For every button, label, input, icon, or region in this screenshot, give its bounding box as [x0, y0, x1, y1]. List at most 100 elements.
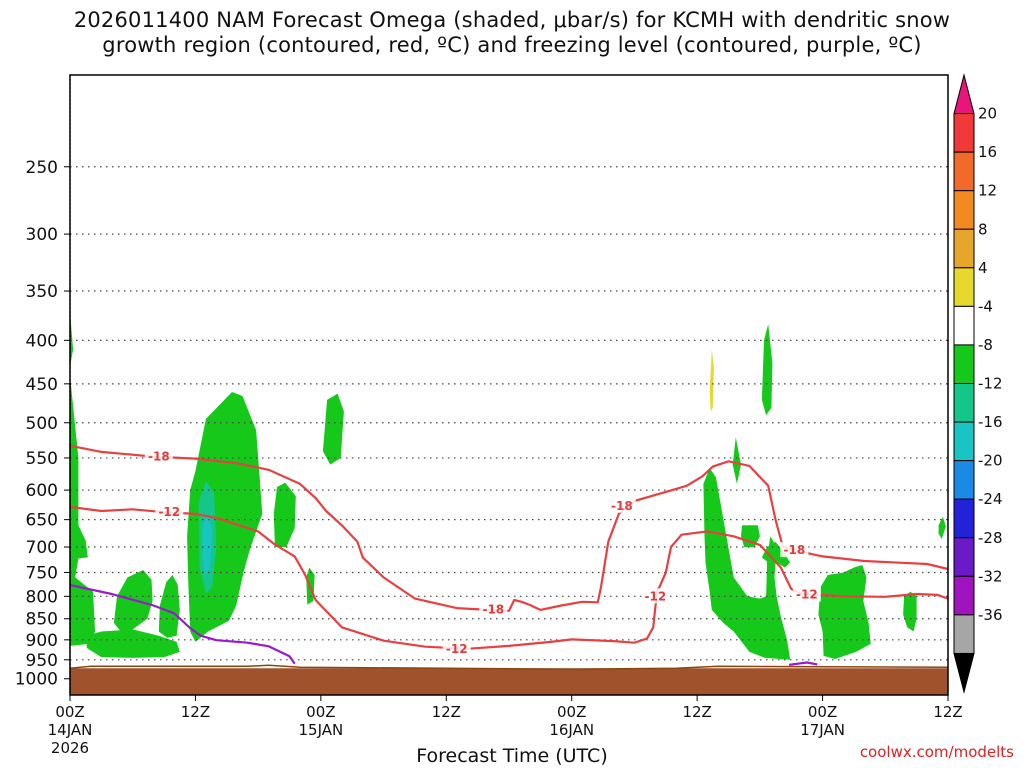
- omega-shade-1: [70, 375, 96, 646]
- terrain-fill: [70, 668, 948, 695]
- x-tick-label-72: 00Z: [808, 703, 837, 721]
- y-tick-label-650: 650: [26, 511, 58, 531]
- colorbar-label-10: -24: [978, 490, 1003, 508]
- colorbar-bottom-triangle: [953, 652, 975, 694]
- credit-link[interactable]: coolwx.com/modelts: [859, 743, 1014, 761]
- y-tick-label-250: 250: [26, 158, 58, 178]
- contour-label-bg-6: [780, 542, 809, 558]
- colorbar-bin-6: [953, 305, 975, 346]
- colorbar-bin-5: [953, 267, 975, 307]
- colorbar-label-0: 20: [978, 105, 997, 123]
- contour-label-bg-1: [155, 504, 184, 520]
- colorbar-bin-10: [953, 460, 975, 500]
- contour-label-bg-7: [792, 586, 821, 602]
- omega-shade-10: [741, 525, 760, 547]
- omega-shade-4: [158, 575, 180, 638]
- colorbar-bin-2: [953, 151, 975, 192]
- omega-shade-6: [273, 482, 296, 547]
- contour-label-4: -18: [611, 499, 633, 513]
- terrain-top: [69, 664, 949, 671]
- colorbar-label-11: -28: [978, 529, 1003, 547]
- contour-line-3: [788, 661, 818, 666]
- colorbar-label-6: -8: [978, 336, 993, 354]
- y-tick-label-500: 500: [26, 414, 58, 434]
- contour-label-0: -18: [148, 450, 170, 464]
- colorbar-bin-1: [953, 113, 975, 153]
- y-tick-label-450: 450: [26, 375, 58, 395]
- colorbar-bin-3: [953, 190, 975, 230]
- y-tick-label-1000: 1000: [15, 670, 58, 690]
- omega-shade-9: [703, 467, 791, 660]
- y-tick-label-950: 950: [26, 651, 58, 671]
- x-tick-label-84: 12Z: [933, 703, 962, 721]
- colorbar-label-8: -16: [978, 413, 1003, 431]
- colorbar-label-4: 4: [978, 259, 988, 277]
- colorbar-label-13: -36: [978, 606, 1003, 624]
- colorbar-bin-9: [953, 421, 975, 462]
- omega-shade-13: [818, 565, 871, 659]
- x-tick-label-0: 00Z: [55, 703, 84, 721]
- colorbar-bin-14: [953, 614, 975, 654]
- colorbar-bin-13: [953, 575, 975, 616]
- contour-label-1: -12: [158, 505, 180, 519]
- contour-label-bg-3: [442, 640, 471, 656]
- y-tick-label-400: 400: [26, 331, 58, 351]
- y-tick-label-700: 700: [26, 538, 58, 558]
- contour-label-5: -12: [644, 589, 666, 603]
- colorbar-bin-7: [953, 344, 975, 384]
- contour-label-bg-2: [479, 601, 508, 617]
- colorbar-label-5: -4: [978, 297, 993, 315]
- omega-shade-0: [70, 311, 74, 368]
- y-tick-label-550: 550: [26, 449, 58, 469]
- y-tick-label-350: 350: [26, 282, 58, 302]
- x-tick-year-0: 2026: [51, 739, 89, 757]
- chart-title-line-1: 2026011400 NAM Forecast Omega (shaded, μ…: [73, 8, 951, 32]
- omega-shade-12: [761, 324, 773, 416]
- colorbar-bin-11: [953, 498, 975, 539]
- colorbar-label-3: 8: [978, 220, 988, 238]
- y-tick-label-750: 750: [26, 563, 58, 583]
- colorbar-label-2: 12: [978, 182, 997, 200]
- contour-line-0: [69, 444, 949, 612]
- contour-label-bg-0: [144, 448, 173, 464]
- contour-line-1: [69, 505, 949, 650]
- colorbar-bin-4: [953, 228, 975, 269]
- omega-shade-8: [322, 393, 344, 465]
- x-axis-title: Forecast Time (UTC): [416, 745, 608, 767]
- omega-shade-2: [86, 629, 180, 658]
- colorbar-bin-12: [953, 537, 975, 577]
- colorbar-label-7: -12: [978, 375, 1003, 393]
- omega-shade-18: [202, 513, 213, 575]
- y-tick-label-800: 800: [26, 587, 58, 607]
- contour-label-2: -18: [482, 602, 504, 616]
- colorbar-top-triangle: [953, 73, 975, 115]
- contour-line-2: [69, 584, 296, 665]
- omega-shade-11: [761, 541, 791, 568]
- colorbar-label-1: 16: [978, 143, 997, 161]
- omega-shade-14: [903, 591, 917, 632]
- x-tick-label-48: 00Z: [557, 703, 586, 721]
- contour-label-bg-5: [641, 588, 670, 604]
- x-tick-date-48: 16JAN: [549, 721, 594, 739]
- y-tick-label-300: 300: [26, 225, 58, 245]
- y-tick-label-850: 850: [26, 610, 58, 630]
- y-tick-label-600: 600: [26, 481, 58, 501]
- x-tick-label-24: 00Z: [306, 703, 335, 721]
- chart-title-line-2: growth region (contoured, red, ºC) and f…: [102, 33, 922, 57]
- y-tick-label-900: 900: [26, 631, 58, 651]
- contour-label-bg-4: [607, 497, 636, 513]
- contour-label-3: -12: [446, 642, 468, 656]
- x-tick-date-72: 17JAN: [800, 721, 845, 739]
- x-tick-label-12: 12Z: [181, 703, 210, 721]
- omega-shade-19: [709, 349, 714, 412]
- x-tick-date-0: 14JAN: [48, 721, 93, 739]
- x-tick-label-36: 12Z: [432, 703, 461, 721]
- colorbar-label-12: -32: [978, 567, 1003, 585]
- x-tick-date-24: 15JAN: [298, 721, 343, 739]
- colorbar-bin-8: [953, 383, 975, 423]
- omega-shade-15: [938, 516, 946, 539]
- contour-label-7: -12: [796, 587, 818, 601]
- colorbar-label-9: -20: [978, 452, 1003, 470]
- x-tick-label-60: 12Z: [682, 703, 711, 721]
